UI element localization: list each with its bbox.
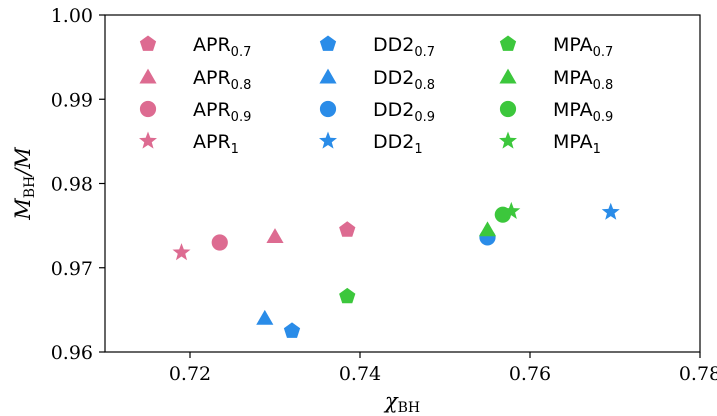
point-dd207 [283,322,301,338]
legend-label-sub: 0.8 [593,78,614,93]
legend-label-sub: 0.8 [414,78,435,93]
legend-label-sub: 0.7 [231,45,252,60]
legend-label-base: DD2 [373,67,414,89]
legend-marker-dd208 [319,68,337,84]
x-tick-label: 0.72 [169,363,211,385]
y-axis-label-sub: BH [22,176,38,199]
y-tick-label: 1.00 [51,5,93,27]
y-tick-label: 0.97 [51,258,93,280]
legend-marker-mpa1 [499,131,517,149]
legend-label-sub: 0.7 [414,45,435,60]
plot-frame [104,14,701,353]
legend-label-sub: 1 [231,142,239,157]
x-tick-label: 0.78 [679,363,717,385]
legend-label-base: DD2 [373,131,414,153]
x-tick-label: 0.74 [339,363,381,385]
point-mpa08 [478,221,497,237]
x-axis-label-sub: BH [398,400,421,416]
legend-label-sub: 0.8 [231,78,252,93]
legend-label-apr09: APR0.9 [193,99,251,125]
point-dd208 [256,309,274,325]
data-points [172,201,620,338]
legend-marker-mpa07 [499,35,517,51]
legend-label-base: APR [193,99,231,121]
point-mpa1 [502,201,521,219]
point-mpa07 [339,287,356,304]
legend-label-base: MPA [553,99,593,121]
legend-label-base: DD2 [373,34,414,56]
legend-label-base: MPA [553,131,593,153]
legend-label-apr08: APR0.8 [193,67,251,93]
legend-label-sub: 0.9 [593,110,614,125]
x-axis-label: χBH [383,389,420,416]
legend-label-sub: 1 [414,142,422,157]
point-apr08 [266,228,284,244]
point-apr07 [339,221,356,237]
legend-label-base: APR [193,34,231,56]
y-axis-label-main: M [11,198,35,221]
y-axis-label-suffix: /M [11,147,35,178]
legend-label-base: DD2 [373,99,414,121]
legend-label-base: APR [193,131,231,153]
point-apr1 [172,243,191,261]
legend-label-dd208: DD20.8 [373,67,435,93]
legend-label-mpa1: MPA1 [553,131,601,157]
legend-marker-apr07 [139,35,157,51]
point-apr09 [211,234,228,251]
legend-label-sub: 1 [593,142,601,157]
legend-marker-mpa09 [499,100,517,118]
axis-ticks: 0.72 0.74 0.76 0.78 0.96 0.97 0.98 0.99 1.00 [51,5,717,385]
legend-label-mpa09: MPA0.9 [553,99,613,125]
legend-marker-apr08 [139,68,157,84]
legend-label-mpa07: MPA0.7 [553,34,613,60]
legend-marker-dd21 [319,131,337,149]
legend-marker-dd209 [319,100,337,118]
legend-label-sub: 0.9 [231,110,252,125]
legend-label-dd209: DD20.9 [373,99,435,125]
y-tick-label: 0.96 [51,342,93,364]
y-axis-label: MBH/M [11,147,38,221]
legend-marker-mpa08 [499,68,517,84]
legend-label-dd21: DD21 [373,131,423,157]
y-tick-label: 0.98 [51,174,93,196]
y-tick-label: 0.99 [51,89,93,111]
x-tick-label: 0.76 [509,363,551,385]
legend-label-mpa08: MPA0.8 [553,67,613,93]
legend-label-base: MPA [553,67,593,89]
legend-label-apr07: APR0.7 [193,34,251,60]
legend-label-dd207: DD20.7 [373,34,435,60]
legend-label-base: MPA [553,34,593,56]
legend-label-base: APR [193,67,231,89]
legend-marker-dd207 [319,35,337,51]
legend: APR0.7APR0.8APR0.9APR1DD20.7DD20.8DD20.9… [139,34,613,157]
legend-label-apr1: APR1 [193,131,239,157]
legend-marker-apr1 [139,131,157,149]
legend-label-sub: 0.7 [593,45,614,60]
x-axis-label-main: χ [383,389,399,413]
point-dd21 [601,202,620,220]
legend-marker-apr09 [139,100,157,118]
legend-label-sub: 0.9 [414,110,435,125]
